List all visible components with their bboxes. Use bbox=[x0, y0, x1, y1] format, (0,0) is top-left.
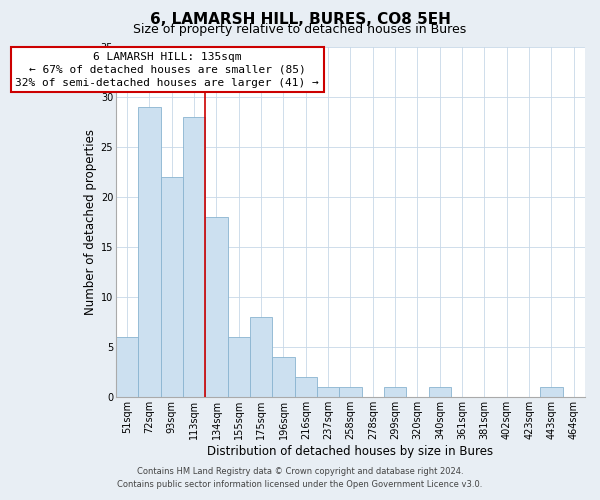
Bar bbox=[205, 216, 227, 397]
Bar bbox=[227, 336, 250, 397]
Text: 6 LAMARSH HILL: 135sqm
← 67% of detached houses are smaller (85)
32% of semi-det: 6 LAMARSH HILL: 135sqm ← 67% of detached… bbox=[16, 52, 319, 88]
Bar bbox=[272, 357, 295, 397]
Bar bbox=[183, 116, 205, 397]
Bar bbox=[116, 336, 138, 397]
Bar bbox=[340, 387, 362, 397]
Bar bbox=[161, 176, 183, 397]
Bar bbox=[295, 377, 317, 397]
Bar bbox=[428, 387, 451, 397]
Bar bbox=[317, 387, 340, 397]
Text: Size of property relative to detached houses in Bures: Size of property relative to detached ho… bbox=[133, 22, 467, 36]
Bar bbox=[250, 316, 272, 397]
Bar bbox=[541, 387, 563, 397]
Text: Contains HM Land Registry data © Crown copyright and database right 2024.
Contai: Contains HM Land Registry data © Crown c… bbox=[118, 468, 482, 489]
Bar bbox=[138, 106, 161, 397]
Bar bbox=[384, 387, 406, 397]
Y-axis label: Number of detached properties: Number of detached properties bbox=[83, 128, 97, 314]
Text: 6, LAMARSH HILL, BURES, CO8 5EH: 6, LAMARSH HILL, BURES, CO8 5EH bbox=[149, 12, 451, 28]
X-axis label: Distribution of detached houses by size in Bures: Distribution of detached houses by size … bbox=[208, 444, 494, 458]
